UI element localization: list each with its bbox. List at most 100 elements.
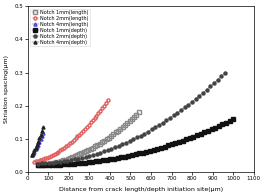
Notch 2mm(length) [64, 145, 68, 147]
Notch 2mm(length) [82, 130, 85, 132]
Notch 4mm(length) [33, 150, 36, 153]
Notch 4mm(depth) [37, 140, 40, 143]
Notch 4mm(length) [38, 141, 41, 143]
Notch 1mm(length) [117, 130, 120, 132]
Notch 1mm(length) [41, 163, 44, 166]
Notch 1mm(length) [61, 159, 65, 162]
Notch 1mm(length) [135, 113, 138, 116]
Notch 4mm(depth) [38, 137, 41, 139]
Notch 2mm(length) [63, 147, 66, 149]
Notch 1mm(length) [121, 126, 124, 128]
Notch 2mm(length) [104, 102, 108, 104]
Notch 2mm(length) [38, 159, 41, 162]
Notch 2mm(length) [42, 158, 45, 160]
Notch 2mm(depth) [150, 128, 153, 131]
Line: Notch 1mm(depth): Notch 1mm(depth) [36, 118, 235, 167]
Notch 1mm(length) [105, 138, 108, 140]
Notch 2mm(length) [83, 128, 87, 130]
Notch 4mm(depth) [34, 146, 37, 149]
Notch 1mm(length) [126, 122, 129, 124]
Notch 4mm(depth) [39, 133, 42, 136]
Notch 4mm(depth) [32, 152, 35, 154]
Notch 1mm(depth) [210, 128, 213, 131]
Notch 1mm(depth) [36, 164, 39, 167]
Notch 4mm(length) [37, 143, 40, 146]
Notch 1mm(depth) [228, 120, 231, 122]
Notch 2mm(length) [67, 144, 70, 146]
Notch 1mm(length) [66, 158, 69, 160]
Notch 1mm(length) [50, 162, 53, 164]
Notch 1mm(length) [112, 133, 115, 135]
Notch 1mm(length) [91, 146, 94, 149]
Notch 1mm(length) [107, 136, 111, 139]
Notch 1mm(depth) [73, 162, 76, 165]
Notch 1mm(length) [128, 120, 131, 122]
Notch 2mm(depth) [51, 162, 54, 164]
Notch 2mm(length) [51, 154, 54, 156]
Notch 4mm(length) [40, 135, 43, 137]
Notch 2mm(length) [91, 119, 94, 121]
Notch 1mm(length) [68, 157, 72, 159]
Notch 1mm(length) [82, 151, 85, 154]
Notch 2mm(length) [76, 135, 79, 138]
Notch 1mm(length) [132, 116, 136, 118]
Notch 1mm(length) [64, 159, 67, 161]
Notch 1mm(depth) [109, 158, 112, 161]
Notch 2mm(length) [95, 114, 98, 117]
Notch 2mm(length) [87, 123, 90, 126]
Notch 1mm(length) [85, 150, 88, 152]
Notch 1mm(length) [52, 162, 56, 164]
Notch 1mm(length) [123, 124, 126, 126]
Notch 2mm(length) [93, 117, 96, 119]
Notch 4mm(depth) [41, 126, 45, 128]
Notch 2mm(length) [72, 139, 75, 141]
Notch 4mm(depth) [35, 144, 38, 146]
Notch 1mm(length) [73, 155, 76, 158]
Notch 4mm(length) [35, 146, 38, 148]
Notch 2mm(length) [80, 132, 83, 134]
Notch 1mm(length) [39, 164, 42, 166]
Line: Notch 2mm(length): Notch 2mm(length) [32, 99, 109, 163]
Notch 1mm(length) [80, 152, 83, 155]
Notch 1mm(length) [96, 144, 99, 146]
Notch 1mm(length) [98, 142, 101, 145]
Notch 1mm(length) [48, 162, 51, 165]
Notch 2mm(length) [70, 141, 73, 143]
Notch 2mm(length) [57, 150, 60, 153]
Notch 2mm(length) [100, 107, 104, 109]
Notch 2mm(length) [89, 121, 92, 124]
Notch 1mm(length) [57, 161, 60, 163]
Notch 2mm(length) [44, 157, 47, 160]
Notch 4mm(length) [41, 132, 45, 134]
Notch 2mm(length) [59, 149, 62, 152]
Notch 4mm(length) [30, 154, 33, 156]
Notch 1mm(length) [119, 128, 122, 130]
Notch 2mm(length) [85, 126, 89, 128]
Notch 1mm(length) [46, 163, 49, 165]
Notch 2mm(length) [78, 133, 81, 136]
Notch 1mm(length) [55, 161, 58, 163]
Notch 2mm(length) [46, 156, 49, 159]
Notch 1mm(length) [89, 148, 92, 150]
Notch 2mm(length) [36, 160, 39, 162]
Notch 1mm(depth) [58, 163, 61, 166]
Notch 2mm(length) [74, 137, 77, 139]
Notch 1mm(length) [71, 156, 74, 158]
Line: Notch 4mm(length): Notch 4mm(length) [30, 132, 45, 157]
Notch 2mm(length) [32, 161, 36, 163]
Notch 2mm(length) [106, 99, 109, 102]
Notch 2mm(length) [97, 112, 100, 114]
Notch 2mm(length) [34, 160, 37, 162]
Notch 1mm(length) [137, 111, 140, 114]
Notch 2mm(length) [103, 104, 106, 107]
Notch 4mm(depth) [30, 154, 33, 156]
X-axis label: Distance from crack length/depth initiation site(μm): Distance from crack length/depth initiat… [59, 187, 223, 192]
Notch 2mm(depth) [124, 142, 127, 144]
Y-axis label: Striation spacing(μm): Striation spacing(μm) [4, 55, 9, 123]
Notch 4mm(depth) [33, 149, 36, 152]
Notch 2mm(length) [55, 152, 58, 154]
Notch 2mm(length) [99, 110, 102, 112]
Line: Notch 1mm(length): Notch 1mm(length) [36, 111, 140, 167]
Notch 2mm(depth) [209, 85, 212, 87]
Notch 1mm(length) [94, 145, 97, 148]
